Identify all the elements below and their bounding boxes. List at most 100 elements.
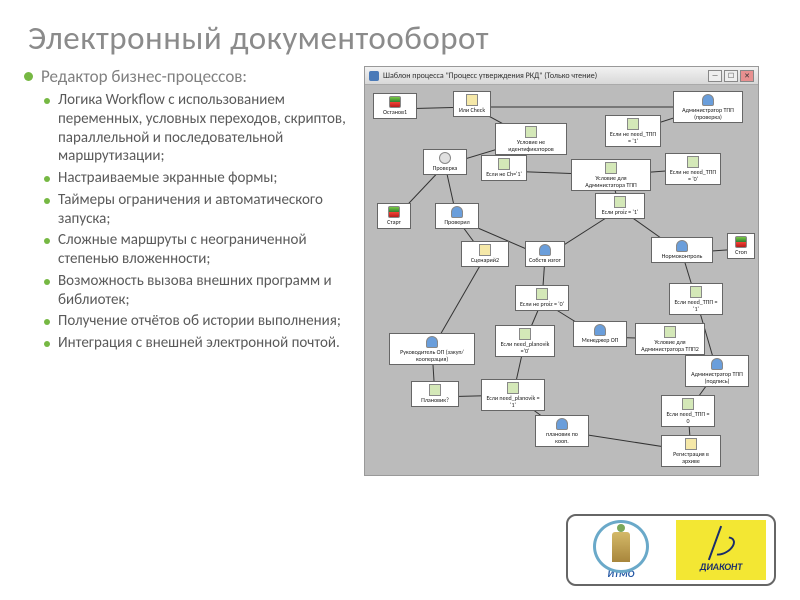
- workflow-node[interactable]: Менеджер ОП: [573, 321, 627, 347]
- workflow-canvas: Останов1 Или Check Администратор ТПП (пров…: [365, 85, 758, 475]
- workflow-node[interactable]: Плановик?: [411, 381, 459, 407]
- workflow-node[interactable]: Администратор ТПП (подпись): [685, 355, 749, 387]
- workflow-node[interactable]: Если не proiz = '0': [515, 285, 569, 311]
- workflow-node[interactable]: Если need_planovik = '1': [481, 379, 545, 411]
- ppl-icon: [594, 324, 606, 336]
- ppl-icon: [702, 94, 714, 106]
- node-label: Условие для Администатора ТПП: [575, 175, 647, 188]
- workflow-node[interactable]: Собств изгот: [525, 241, 565, 267]
- node-label: Если proiz = '1': [602, 209, 638, 216]
- bullet-item: Логика Workflow с использованием перемен…: [44, 91, 354, 166]
- bullet-icon: [24, 72, 33, 81]
- bullet-item: Сложные маршруты с неограниченной степен…: [44, 231, 354, 269]
- workflow-node[interactable]: Регистрация в архиве: [661, 435, 721, 467]
- bullet-dot-icon: [44, 341, 50, 347]
- node-label: Сценарий2: [471, 257, 499, 264]
- subtitle: Редактор бизнес-процессов:: [41, 66, 247, 87]
- node-label: Плановик?: [421, 397, 449, 404]
- workflow-node[interactable]: Старт: [377, 203, 411, 229]
- doc-icon: [685, 438, 697, 450]
- chk-icon: [498, 158, 510, 170]
- node-label: Условие не идентификаторов: [499, 139, 563, 152]
- bullet-item: Таймеры ограничения и автоматического за…: [44, 191, 354, 229]
- bullet-item: Возможность вызова внешних программ и би…: [44, 272, 354, 310]
- workflow-node[interactable]: Условие для Администратора ТПП2: [635, 323, 705, 355]
- app-icon: [369, 71, 379, 81]
- node-label: Нормоконтроль: [662, 253, 703, 260]
- node-label: Если need_ТПП = 0: [665, 411, 711, 424]
- node-label: Если need_ТПП = '1': [673, 299, 719, 312]
- workflow-node[interactable]: Если proiz = '1': [595, 193, 645, 219]
- bullet-text: Логика Workflow с использованием перемен…: [58, 91, 354, 166]
- workflow-node[interactable]: Проверил: [435, 203, 479, 229]
- node-label: Стоп: [735, 249, 747, 256]
- bullet-dot-icon: [44, 98, 50, 104]
- workflow-node[interactable]: Если не need_ТПП = '0': [665, 153, 721, 185]
- node-label: Администратор ТПП (проверка): [677, 107, 739, 120]
- chk-icon: [687, 156, 699, 168]
- workflow-node[interactable]: Администратор ТПП (проверка): [673, 91, 743, 123]
- workflow-node[interactable]: Проверка: [423, 149, 467, 175]
- node-label: Если не need_ТПП = '0': [669, 169, 717, 182]
- chk-icon: [614, 196, 626, 208]
- bullet-dot-icon: [44, 176, 50, 182]
- screenshot-column: Шаблон процесса "Процесс утверждения РКД…: [364, 66, 764, 476]
- workflow-node[interactable]: Останов1: [373, 93, 417, 119]
- workflow-node[interactable]: Руководитель ОП (закуп/кооперация): [389, 333, 475, 365]
- chk-icon: [664, 326, 676, 338]
- chk-icon: [429, 384, 441, 396]
- slide-title: Электронный документооборот: [0, 0, 800, 66]
- node-label: Если need_planovik = '1': [485, 395, 541, 408]
- workflow-node[interactable]: Если need_ТПП = 0: [661, 395, 715, 427]
- node-label: Собств изгот: [529, 257, 561, 264]
- node-label: Останов1: [383, 109, 407, 116]
- node-label: Менеджер ОП: [582, 337, 619, 344]
- node-label: Или Check: [459, 107, 485, 114]
- workflow-node[interactable]: Если need_planovik ='0': [495, 325, 555, 357]
- tl-icon: [735, 236, 747, 248]
- workflow-node[interactable]: Сценарий2: [461, 241, 509, 267]
- window-title: Шаблон процесса "Процесс утверждения РКД…: [383, 71, 597, 81]
- bullet-text: Получение отчётов об истории выполнения;: [58, 312, 341, 331]
- ppl-icon: [426, 336, 438, 348]
- ppl-icon: [556, 418, 568, 430]
- bullet-item: Интеграция с внешней электронной почтой.: [44, 334, 354, 353]
- bullet-text: Сложные маршруты с неограниченной степен…: [58, 231, 354, 269]
- workflow-node[interactable]: Условие не идентификаторов: [495, 123, 567, 155]
- ppl-icon: [539, 244, 551, 256]
- maximize-button[interactable]: ☐: [724, 70, 738, 82]
- chk-icon: [690, 286, 702, 298]
- minimize-button[interactable]: —: [708, 70, 722, 82]
- workflow-node[interactable]: Условие для Администатора ТПП: [571, 159, 651, 191]
- chk-icon: [536, 288, 548, 300]
- node-label: Проверка: [433, 165, 458, 172]
- workflow-node[interactable]: Если не need_ТПП = '1': [605, 115, 661, 147]
- close-button[interactable]: ✕: [740, 70, 754, 82]
- ppl-icon: [711, 358, 723, 370]
- bullet-dot-icon: [44, 238, 50, 244]
- workflow-node[interactable]: Если не Ch='1': [481, 155, 527, 181]
- node-label: Если не proiz = '0': [520, 301, 564, 308]
- workflow-node[interactable]: Нормоконтроль: [651, 237, 713, 263]
- bullet-list: Логика Workflow с использованием перемен…: [24, 91, 354, 353]
- workflow-node[interactable]: Или Check: [453, 91, 491, 117]
- content-area: Редактор бизнес-процессов: Логика Workfl…: [0, 66, 800, 476]
- workflow-node[interactable]: плановик по кооп.: [535, 415, 589, 447]
- bullet-dot-icon: [44, 279, 50, 285]
- doc-icon: [479, 244, 491, 256]
- node-label: Если не Ch='1': [486, 171, 522, 178]
- node-label: Если не need_ТПП = '1': [609, 131, 657, 144]
- doc-icon: [466, 94, 478, 106]
- bullet-dot-icon: [44, 198, 50, 204]
- mag-icon: [439, 152, 451, 164]
- text-column: Редактор бизнес-процессов: Логика Workfl…: [24, 66, 364, 476]
- diacont-label: ДИАКОНТ: [700, 560, 743, 573]
- itmo-logo: ИТМО: [576, 520, 666, 580]
- bullet-text: Возможность вызова внешних программ и би…: [58, 272, 354, 310]
- node-label: плановик по кооп.: [539, 431, 585, 444]
- bullet-dot-icon: [44, 319, 50, 325]
- tl-icon: [388, 206, 400, 218]
- chk-icon: [507, 382, 519, 394]
- workflow-node[interactable]: Если need_ТПП = '1': [669, 283, 723, 315]
- workflow-node[interactable]: Стоп: [727, 233, 755, 259]
